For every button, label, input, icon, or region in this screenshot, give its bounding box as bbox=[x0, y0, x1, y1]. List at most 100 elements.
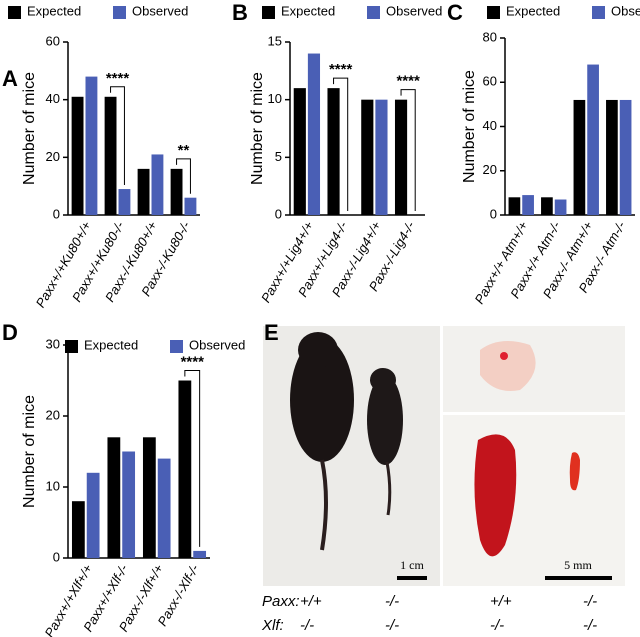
y-axis-label: Number of mice bbox=[21, 72, 38, 185]
spleen-photo bbox=[443, 415, 625, 586]
significance-bracket bbox=[184, 370, 201, 547]
significance-label: **** bbox=[106, 70, 130, 87]
bar bbox=[142, 437, 156, 558]
y-tick-label: 40 bbox=[46, 91, 60, 106]
legend-label: Observed bbox=[189, 337, 245, 352]
significance-bracket bbox=[176, 158, 191, 194]
bar bbox=[606, 99, 618, 215]
legend-swatch bbox=[8, 6, 21, 19]
genotype-label: -/- bbox=[385, 593, 399, 610]
y-tick-label: 80 bbox=[483, 29, 497, 44]
y-tick-label: 40 bbox=[483, 118, 497, 133]
legend-swatch bbox=[592, 6, 605, 19]
genotype-label: -/- bbox=[490, 617, 504, 634]
significance-label: ** bbox=[178, 142, 190, 159]
bar bbox=[71, 501, 85, 558]
y-tick-label: 15 bbox=[268, 33, 282, 48]
bar bbox=[508, 197, 521, 215]
genotype-label: +/+ bbox=[490, 593, 512, 610]
panel-letter: E bbox=[264, 320, 279, 345]
legend-swatch bbox=[367, 6, 380, 19]
scale-label: 5 mm bbox=[564, 558, 592, 572]
bar bbox=[619, 99, 632, 215]
legend-label: Observed bbox=[386, 3, 442, 18]
legend-label: Expected bbox=[84, 337, 138, 352]
legend-label: Observed bbox=[132, 3, 188, 18]
legend-label: Expected bbox=[281, 3, 335, 18]
genotype-label: +/+ bbox=[300, 593, 322, 610]
genotype-label: Paxx: bbox=[262, 593, 300, 610]
bar bbox=[522, 195, 534, 215]
genotype-label: -/- bbox=[583, 593, 597, 610]
y-tick-label: 20 bbox=[483, 162, 497, 177]
y-tick-label: 0 bbox=[53, 206, 60, 221]
bar bbox=[71, 96, 84, 215]
bar bbox=[375, 99, 388, 215]
bar bbox=[157, 458, 171, 558]
panel-letter: C bbox=[447, 0, 463, 25]
panel-letter: D bbox=[2, 320, 18, 345]
bar bbox=[394, 99, 408, 215]
blood-spot bbox=[500, 352, 508, 360]
legend-swatch bbox=[113, 6, 126, 19]
spleen-small bbox=[569, 452, 580, 491]
bar bbox=[327, 88, 340, 215]
mouse-tail bbox=[320, 459, 328, 551]
spleen-large bbox=[474, 434, 517, 557]
bar bbox=[170, 168, 183, 215]
bar bbox=[122, 451, 136, 558]
legend-swatch bbox=[487, 6, 500, 19]
photo-panel: 1 cm 5 mm E bbox=[263, 320, 625, 586]
bar bbox=[307, 53, 321, 216]
significance-bracket bbox=[110, 86, 125, 186]
mouse-large bbox=[290, 338, 354, 462]
y-axis-label: Number of mice bbox=[249, 72, 266, 185]
bar bbox=[587, 64, 599, 215]
bar bbox=[118, 189, 131, 215]
y-tick-label: 30 bbox=[46, 336, 60, 351]
y-tick-label: 10 bbox=[268, 91, 282, 106]
y-tick-label: 0 bbox=[490, 206, 497, 221]
y-tick-label: 60 bbox=[46, 33, 60, 48]
bar bbox=[85, 76, 98, 215]
legend-label: Observed bbox=[611, 3, 640, 18]
y-axis-label: Number of mice bbox=[461, 70, 478, 183]
y-tick-label: 20 bbox=[46, 149, 60, 164]
bar bbox=[361, 99, 374, 215]
significance-label: **** bbox=[329, 61, 353, 78]
bar bbox=[193, 550, 207, 558]
genotype-label: -/- bbox=[583, 617, 597, 634]
mouse-head bbox=[298, 332, 338, 368]
mouse-small bbox=[367, 375, 403, 465]
genotype-label: Xlf: bbox=[261, 617, 284, 634]
bar bbox=[107, 437, 121, 558]
significance-bracket bbox=[333, 77, 349, 211]
mouse-photo bbox=[263, 326, 440, 586]
significance-bracket bbox=[400, 89, 416, 211]
bar bbox=[178, 380, 192, 558]
mouse-head bbox=[370, 368, 396, 392]
bar bbox=[293, 88, 306, 215]
bar bbox=[86, 472, 100, 558]
legend-label: Expected bbox=[506, 3, 560, 18]
legend-swatch bbox=[262, 6, 275, 19]
bar bbox=[137, 168, 150, 215]
bar bbox=[573, 99, 586, 215]
y-tick-label: 10 bbox=[46, 478, 60, 493]
bar bbox=[184, 197, 197, 215]
panel-letter: A bbox=[2, 66, 18, 91]
legend-swatch bbox=[170, 340, 183, 353]
legend-label: Expected bbox=[27, 3, 81, 18]
significance-label: **** bbox=[181, 353, 205, 370]
y-tick-label: 60 bbox=[483, 74, 497, 89]
thymus bbox=[480, 341, 536, 391]
legend-swatch bbox=[65, 340, 78, 353]
y-tick-label: 5 bbox=[275, 149, 282, 164]
bar bbox=[554, 199, 567, 215]
y-tick-label: 0 bbox=[53, 549, 60, 564]
significance-label: **** bbox=[396, 73, 420, 90]
bar bbox=[104, 96, 117, 215]
mouse-tail bbox=[385, 461, 392, 516]
panel-letter: B bbox=[232, 0, 248, 25]
